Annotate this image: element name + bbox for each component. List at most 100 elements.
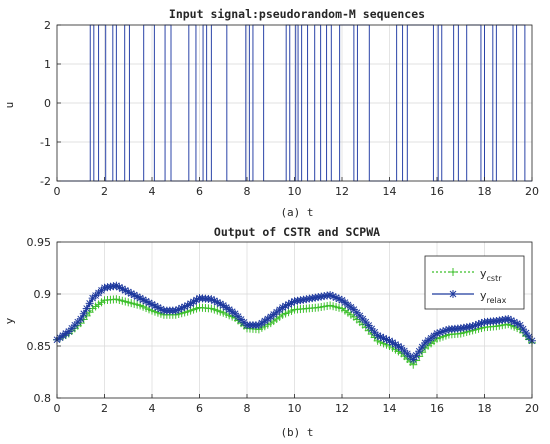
marker-stroke (371, 328, 379, 336)
marker-stroke (359, 315, 367, 323)
y-tick-label: 0.9 (34, 288, 52, 301)
marker-stroke (377, 333, 384, 341)
marker-stroke (383, 336, 390, 343)
marker-stroke (365, 322, 373, 329)
marker-stroke (326, 291, 334, 299)
x-tick-label: 6 (196, 185, 203, 198)
marker-stroke (395, 342, 402, 350)
marker-stroke (525, 333, 533, 341)
marker-stroke (449, 290, 457, 298)
marker-stroke (130, 291, 138, 299)
marker-stroke (219, 302, 227, 309)
x-tick-label: 12 (335, 402, 349, 415)
marker-stroke (516, 321, 524, 329)
marker-stroke (386, 337, 393, 345)
y-tick-label: 0.95 (27, 236, 52, 249)
series-relax-point (79, 309, 88, 318)
output-chart: Output of CSTR and SCPWA 0 2 4 6 8 10 12 14 16 18… (3, 225, 539, 439)
marker-stroke (133, 293, 141, 300)
marker-stroke (329, 292, 337, 300)
y-tick-label: -1 (40, 136, 51, 149)
marker-stroke (409, 356, 417, 363)
marker-stroke (145, 299, 153, 307)
x-tick-label: 2 (101, 185, 108, 198)
marker-stroke (362, 318, 370, 326)
chart-b-title: Output of CSTR and SCPWA (214, 225, 380, 239)
x-tick-label: 18 (478, 185, 492, 198)
chart-b-x-ticks: 0 2 4 6 8 10 12 14 16 18 20 (54, 394, 539, 415)
x-tick-label: 0 (54, 402, 61, 415)
series-relax-point (522, 329, 531, 337)
marker-stroke (151, 302, 159, 310)
marker-stroke (513, 320, 521, 327)
chart-b-y-label: y (3, 317, 16, 324)
x-tick-label: 18 (478, 402, 492, 415)
marker-stroke (225, 306, 233, 313)
x-tick-label: 14 (383, 185, 397, 198)
x-tick-label: 6 (196, 402, 203, 415)
legend: ycstr yrelax (424, 255, 525, 310)
marker-stroke (415, 347, 423, 355)
x-tick-label: 4 (149, 185, 156, 198)
chart-a-x-label: (a) t (280, 206, 313, 219)
marker-stroke (127, 290, 135, 297)
legend-cstr-marker (449, 268, 457, 276)
marker-stroke (115, 283, 123, 291)
legend-relax-label: yrelax (480, 289, 507, 305)
series-relax-point (409, 355, 418, 364)
marker-stroke (210, 297, 218, 305)
x-tick-label: 20 (525, 185, 539, 198)
marker-stroke (208, 295, 215, 303)
marker-stroke (118, 285, 126, 293)
marker-stroke (77, 315, 85, 323)
marker-stroke (522, 329, 530, 337)
x-tick-label: 14 (383, 402, 397, 415)
x-tick-label: 0 (54, 185, 61, 198)
series-relax-point (76, 314, 85, 323)
legend-relax-marker (449, 290, 457, 298)
y-tick-label: -2 (40, 175, 51, 188)
marker-stroke (157, 305, 165, 313)
y-tick-label: 1 (44, 58, 51, 71)
marker-stroke (380, 334, 387, 342)
marker-stroke (124, 288, 132, 296)
marker-stroke (335, 295, 343, 303)
chart-a-grid (56, 24, 533, 182)
legend-cstr-label: ycstr (480, 267, 502, 283)
x-tick-label: 10 (288, 402, 302, 415)
x-tick-label: 20 (525, 402, 539, 415)
marker-stroke (504, 315, 512, 323)
series-relax-point (415, 347, 424, 356)
marker-stroke (139, 296, 147, 304)
chart-a-title: Input signal:pseudorandom-M sequences (169, 7, 425, 21)
legend-relax-swatch (432, 290, 474, 298)
marker-stroke (418, 343, 426, 351)
marker-stroke (374, 332, 381, 339)
chart-a-y-label: u (3, 102, 16, 109)
chart-a-y-ticks: -2 -1 0 1 2 (40, 19, 61, 188)
marker-stroke (154, 304, 162, 311)
chart-a-x-ticks: 0 2 4 6 8 10 12 14 16 18 20 (54, 177, 539, 198)
marker-stroke (332, 294, 340, 301)
marker-stroke (368, 325, 376, 333)
marker-stroke (356, 312, 364, 320)
x-tick-label: 4 (149, 402, 156, 415)
marker-stroke (519, 325, 527, 333)
marker-stroke (83, 305, 91, 312)
input-signal-chart: Input signal:pseudorandom-M sequences 0 2… (3, 7, 539, 219)
y-tick-label: 0.85 (27, 340, 52, 353)
marker-stroke (350, 306, 358, 313)
marker-stroke (353, 309, 361, 317)
series-relax-point (367, 324, 376, 333)
y-tick-label: 0.8 (34, 392, 52, 405)
x-tick-label: 10 (288, 185, 302, 198)
x-tick-label: 2 (101, 402, 108, 415)
marker-stroke (148, 301, 156, 308)
x-tick-label: 16 (430, 402, 444, 415)
marker-stroke (228, 308, 236, 316)
marker-stroke (222, 304, 230, 311)
series-relax-point (418, 343, 427, 352)
marker-stroke (142, 297, 150, 305)
marker-stroke (80, 310, 88, 318)
